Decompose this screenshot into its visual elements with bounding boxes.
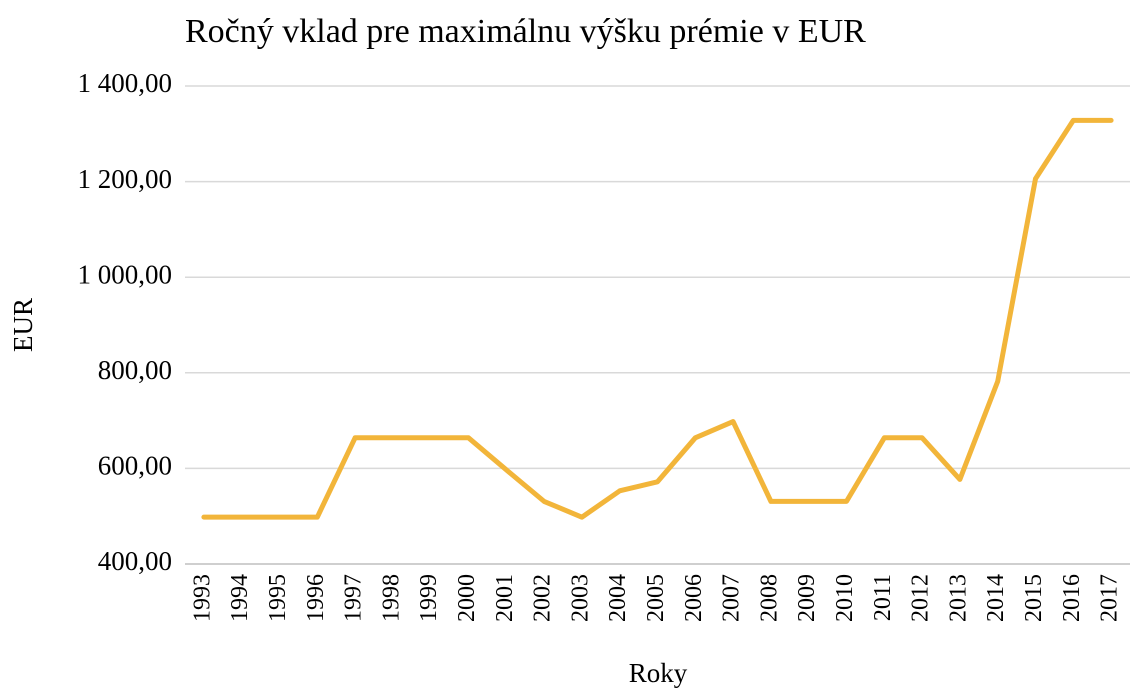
x-tick-label: 1995 [265,574,291,622]
x-tick-label: 2001 [492,574,518,622]
x-tick-label: 2009 [794,574,820,622]
y-tick-label: 800,00 [98,355,172,385]
x-tick-label: 2004 [605,574,631,622]
x-tick-label: 2007 [719,574,745,622]
x-tick-label: 2012 [908,574,934,622]
x-tick-label: 2000 [454,574,480,622]
x-tick-label: 2008 [756,574,782,622]
x-tick-label: 2002 [530,574,556,622]
x-axis-label: Roky [629,658,688,688]
y-tick-label: 1 200,00 [78,164,173,194]
x-tick-label: 2017 [1097,574,1123,622]
x-tick-label: 2003 [567,574,593,622]
x-tick-label: 2015 [1021,574,1047,622]
x-tick-label: 1998 [378,574,404,622]
line-series [201,117,1114,520]
y-tick-label: 1 400,00 [78,68,173,98]
y-tick-label: 1 000,00 [78,259,173,289]
x-tick-label: 1996 [303,574,329,622]
x-tick-label: 1999 [416,574,442,622]
x-tick-label: 1993 [189,574,215,622]
x-tick-label: 2014 [983,574,1009,622]
x-tick-label: 1997 [341,574,367,622]
chart-title: Ročný vklad pre maximálnu výšku prémie v… [185,13,866,50]
x-tick-label: 2005 [643,574,669,622]
x-tick-label: 2010 [832,574,858,622]
x-tick-label: 1994 [227,574,253,622]
x-tick-label: 2011 [870,574,896,621]
y-tick-label: 400,00 [98,546,172,576]
x-tick-label: 2006 [681,574,707,622]
y-tick-label: 600,00 [98,451,172,481]
x-tick-label: 2013 [945,574,971,622]
x-tick-label: 2016 [1059,574,1085,622]
y-axis-label: EUR [8,298,38,352]
